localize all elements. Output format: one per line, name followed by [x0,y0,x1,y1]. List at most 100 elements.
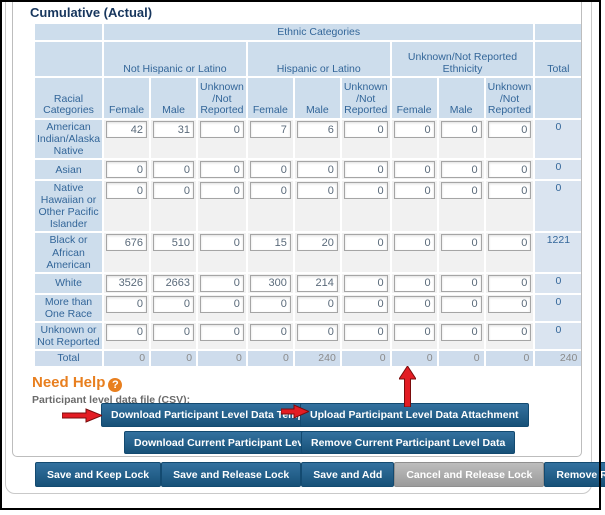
count-input[interactable] [296,274,338,292]
count-cell [294,120,340,159]
count-input[interactable] [343,274,388,292]
count-cell [341,120,390,159]
count-input[interactable] [487,121,532,138]
count-input[interactable] [296,295,338,313]
count-input[interactable] [487,234,532,252]
count-input[interactable] [440,121,482,138]
count-input[interactable] [296,161,338,179]
count-input[interactable] [200,274,244,292]
count-input[interactable] [393,295,435,313]
count-input[interactable] [106,323,148,341]
column-total-value: 0 [485,350,534,366]
count-cell [485,233,534,272]
count-input[interactable] [200,121,244,138]
count-input[interactable] [296,234,338,252]
row-total-value: 0 [535,160,582,180]
count-input[interactable] [249,182,291,200]
count-input[interactable] [393,121,435,138]
count-input[interactable] [440,234,482,252]
count-cell [198,233,246,272]
count-cell [247,273,293,293]
count-input[interactable] [440,182,482,200]
count-input[interactable] [153,274,195,292]
count-input[interactable] [153,234,195,252]
column-total-value: 0 [438,350,484,366]
count-input[interactable] [153,323,195,341]
remove-report-button[interactable]: Remove Report [544,462,605,487]
ethnic-categories-header: Ethnic Categories [104,24,534,40]
count-cell [294,181,340,232]
count-input[interactable] [106,295,148,313]
count-input[interactable] [343,182,388,200]
total-column-header: Total [535,42,582,76]
count-input[interactable] [393,182,435,200]
upload-attachment-button[interactable]: Upload Participant Level Data Attachment [300,403,529,427]
count-input[interactable] [393,274,435,292]
cancel-and-release-lock-button[interactable]: Cancel and Release Lock [394,462,545,487]
count-input[interactable] [106,161,148,179]
count-input[interactable] [153,161,195,179]
racial-category-label: Native Hawaiian or Other Pacific Islande… [35,181,103,232]
count-input[interactable] [343,323,388,341]
count-input[interactable] [440,274,482,292]
count-input[interactable] [249,161,291,179]
count-input[interactable] [106,274,148,292]
count-input[interactable] [200,323,244,341]
count-input[interactable] [440,295,482,313]
count-input[interactable] [296,323,338,341]
count-input[interactable] [487,182,532,200]
count-input[interactable] [440,323,482,341]
count-input[interactable] [343,121,388,138]
count-input[interactable] [393,161,435,179]
racial-category-label: White [35,273,103,293]
save-and-add-button[interactable]: Save and Add [301,462,395,487]
help-question-icon[interactable]: ? [108,378,123,392]
count-input[interactable] [153,182,195,200]
count-cell [294,233,340,272]
count-input[interactable] [296,121,338,138]
count-input[interactable] [487,274,532,292]
count-input[interactable] [200,182,244,200]
count-input[interactable] [343,161,388,179]
count-input[interactable] [249,234,291,252]
column-total-value: 0 [391,350,437,366]
count-cell [438,233,484,272]
remove-current-data-button[interactable]: Remove Current Participant Level Data [301,431,516,454]
count-input[interactable] [440,161,482,179]
count-input[interactable] [487,295,532,313]
count-input[interactable] [153,121,195,138]
racial-category-label: Unknown or Not Reported [35,322,103,349]
count-input[interactable] [487,161,532,179]
count-input[interactable] [106,234,148,252]
racial-category-label: More than One Race [35,294,103,321]
count-input[interactable] [249,323,291,341]
count-cell [485,181,534,232]
count-cell [151,233,197,272]
count-input[interactable] [249,295,291,313]
count-cell [341,233,390,272]
count-input[interactable] [249,274,291,292]
red-arrow-right-icon [281,404,309,419]
need-help-label: Need Help [32,374,106,391]
count-input[interactable] [343,234,388,252]
count-input[interactable] [343,295,388,313]
count-input[interactable] [106,182,148,200]
count-input[interactable] [200,161,244,179]
racial-categories-header: Racial Categories [35,78,103,118]
count-input[interactable] [249,121,291,138]
count-cell [341,160,390,180]
save-and-release-lock-button[interactable]: Save and Release Lock [161,462,302,487]
count-input[interactable] [393,234,435,252]
count-cell [438,322,484,349]
count-input[interactable] [487,323,532,341]
count-input[interactable] [296,182,338,200]
save-and-keep-lock-button[interactable]: Save and Keep Lock [35,462,162,487]
corner-blank-cell [35,24,103,40]
count-input[interactable] [200,234,244,252]
count-input[interactable] [393,323,435,341]
count-input[interactable] [106,121,148,138]
racial-category-label: Asian [35,160,103,180]
count-input[interactable] [200,295,244,313]
download-current-data-button[interactable]: Download Current Participant Level Data [124,431,348,454]
count-input[interactable] [153,295,195,313]
